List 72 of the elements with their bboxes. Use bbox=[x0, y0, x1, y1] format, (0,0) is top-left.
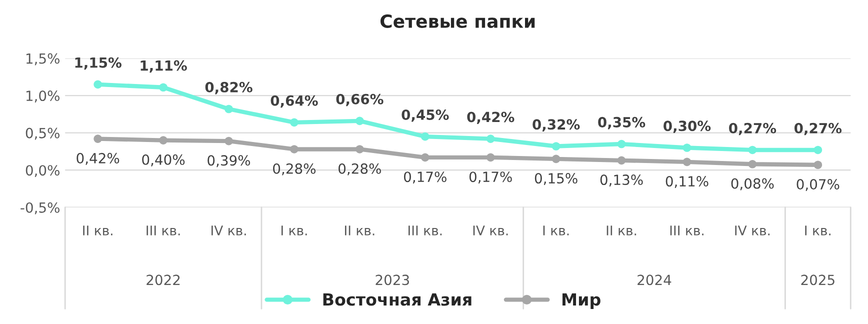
data-label: 0,11% bbox=[666, 176, 708, 188]
point bbox=[224, 136, 233, 146]
point bbox=[682, 158, 692, 166]
point bbox=[552, 142, 560, 150]
data-label: 0,27% bbox=[794, 122, 842, 136]
data-label: 0,15% bbox=[534, 173, 578, 185]
x-tick-label: IV кв. bbox=[212, 226, 246, 236]
data-label: 0,27% bbox=[729, 122, 776, 136]
data-label: 0,17% bbox=[469, 172, 512, 184]
data-label: 0,32% bbox=[532, 119, 580, 132]
y-tick-label: 0,0% bbox=[26, 165, 60, 177]
data-label: 0,40% bbox=[142, 154, 185, 166]
point bbox=[748, 146, 757, 154]
text: 2025 bbox=[801, 274, 834, 286]
data-label: 0,28% bbox=[273, 163, 316, 176]
x-tick-label: II кв. bbox=[606, 226, 636, 236]
point bbox=[486, 153, 495, 162]
point bbox=[159, 136, 168, 144]
y-tick-label: -0,5% bbox=[20, 202, 60, 214]
x-tick-label: III кв. bbox=[670, 226, 704, 236]
data-label: 0,42% bbox=[76, 152, 120, 165]
point bbox=[420, 132, 430, 141]
point bbox=[94, 80, 102, 89]
point bbox=[356, 116, 364, 126]
point bbox=[159, 83, 168, 92]
text: 2022 bbox=[146, 274, 180, 286]
chart-title: Сетевые папки bbox=[380, 14, 535, 28]
data-label: 0,17% bbox=[404, 172, 446, 184]
data-label: 1,15% bbox=[75, 57, 122, 70]
point bbox=[617, 156, 626, 165]
x-tick-label: IV кв. bbox=[735, 226, 770, 236]
data-label: 0,13% bbox=[600, 174, 643, 186]
point bbox=[748, 160, 757, 168]
x-tick-label: IV кв. bbox=[473, 226, 508, 236]
data-label: 0,08% bbox=[731, 178, 774, 190]
data-label: 0,30% bbox=[664, 120, 711, 133]
legend-label: Восточная Азия bbox=[323, 293, 472, 306]
point bbox=[224, 104, 233, 114]
data-label: 0,66% bbox=[336, 94, 384, 106]
text: 2023 bbox=[376, 274, 409, 286]
point bbox=[814, 146, 822, 154]
point bbox=[486, 134, 495, 143]
point bbox=[290, 145, 298, 154]
x-tick-label: II кв. bbox=[345, 226, 374, 236]
point bbox=[94, 134, 102, 143]
point bbox=[617, 140, 626, 148]
point bbox=[290, 118, 298, 127]
data-label: 0,28% bbox=[338, 163, 381, 176]
data-label: 0,64% bbox=[270, 95, 318, 108]
y-tick-label: 0,5% bbox=[26, 128, 60, 140]
point bbox=[552, 154, 560, 164]
x-tick-label: III кв. bbox=[408, 226, 442, 236]
text: 2024 bbox=[638, 274, 672, 286]
y-tick-label: 1,5% bbox=[26, 53, 60, 66]
data-label: 0,35% bbox=[598, 116, 646, 130]
point bbox=[814, 160, 822, 170]
point bbox=[356, 145, 364, 154]
legend-label: Мир bbox=[562, 293, 600, 309]
data-label: 0,82% bbox=[205, 82, 252, 94]
point bbox=[420, 153, 430, 162]
point bbox=[682, 144, 692, 152]
data-label: 0,42% bbox=[467, 112, 514, 124]
x-tick-label: II кв. bbox=[83, 226, 112, 236]
data-label: 1,11% bbox=[140, 60, 187, 73]
x-tick-label: I кв. bbox=[543, 226, 569, 236]
x-tick-label: III кв. bbox=[146, 226, 180, 236]
data-label: 0,07% bbox=[796, 179, 840, 191]
x-tick-label: I кв. bbox=[805, 226, 830, 236]
y-tick-label: 1,0% bbox=[26, 90, 60, 102]
x-tick-label: I кв. bbox=[282, 226, 307, 236]
data-label: 0,39% bbox=[208, 155, 250, 168]
data-label: 0,45% bbox=[402, 109, 449, 122]
